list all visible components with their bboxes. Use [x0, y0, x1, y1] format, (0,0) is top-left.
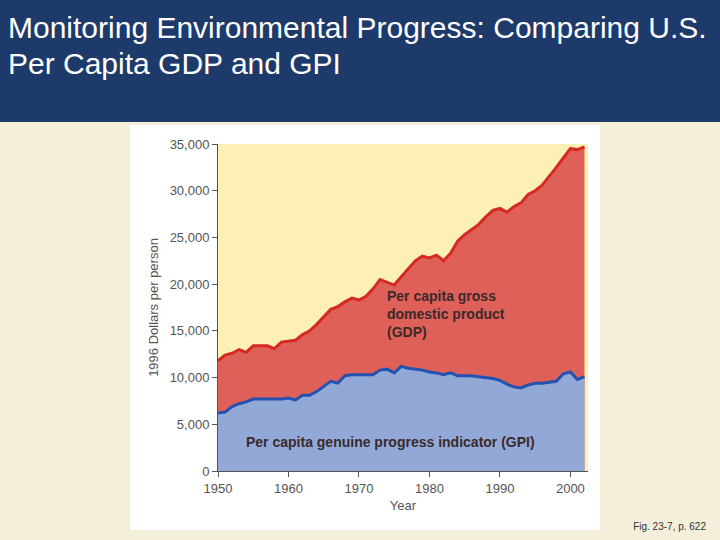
svg-text:Per capita genuine progress in: Per capita genuine progress indicator (G…: [246, 434, 535, 450]
svg-text:35,000: 35,000: [170, 137, 210, 152]
svg-text:10,000: 10,000: [170, 370, 210, 385]
svg-text:1990: 1990: [485, 481, 514, 496]
svg-text:1996 Dollars per person: 1996 Dollars per person: [146, 238, 161, 377]
svg-text:Per capita grossdomestic produ: Per capita grossdomestic product(GDP): [387, 288, 505, 340]
svg-text:1950: 1950: [204, 481, 233, 496]
svg-text:Year: Year: [390, 498, 417, 513]
svg-text:1980: 1980: [415, 481, 444, 496]
svg-text:25,000: 25,000: [170, 230, 210, 245]
svg-text:30,000: 30,000: [170, 183, 210, 198]
svg-text:2000: 2000: [556, 481, 585, 496]
svg-text:0: 0: [202, 464, 209, 479]
svg-text:20,000: 20,000: [170, 277, 210, 292]
html-text:Monitoring Environmental Progr: Monitoring Environmental Progress: Compa…: [8, 11, 707, 80]
html-text:Fig. 23-7, p. 622: Fig. 23-7, p. 622: [633, 521, 706, 532]
svg-text:15,000: 15,000: [170, 323, 210, 338]
svg-text:5,000: 5,000: [177, 417, 210, 432]
svg-text:1960: 1960: [274, 481, 303, 496]
svg-text:1970: 1970: [344, 481, 373, 496]
